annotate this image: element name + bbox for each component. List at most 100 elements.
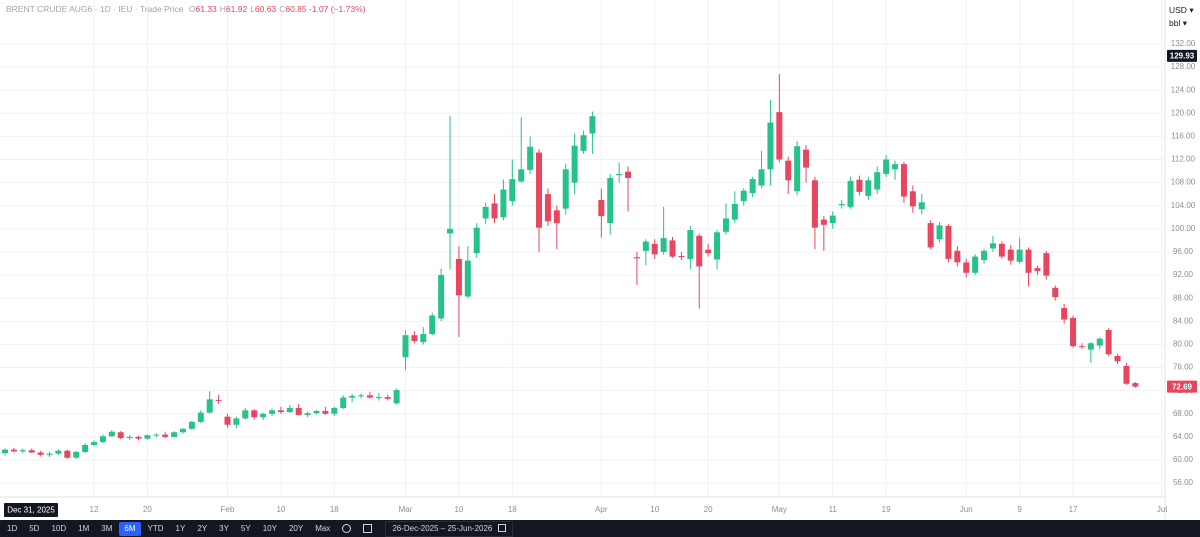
y-tick-label: 116.00 [1171,131,1195,140]
candle-body [607,177,614,224]
candle-body [696,235,703,267]
candle-body [820,219,827,225]
candle-body [64,450,71,458]
y-tick-label: 60.00 [1173,455,1194,464]
range-button[interactable]: 5Y [240,523,251,533]
candle-body [197,412,204,422]
ohlc: O61.33 H61.92 L60.63 C60.85 [186,4,307,14]
candle-body [678,256,685,258]
candle-body [447,228,454,234]
settings-button[interactable] [337,522,356,536]
exchange: IEU [118,4,133,14]
candle-body [892,164,899,170]
candle-body [19,450,26,452]
interval: 1D [99,4,111,14]
date-range-text: 26-Dec-2025 – 25-Jun-2026 [392,523,493,533]
x-tick-label: 12 [90,505,99,514]
ohlc-key: L [250,4,255,14]
range-button[interactable]: 10D [51,523,67,533]
candle-body [972,256,979,273]
candle-body [331,408,338,414]
candle-body [438,275,445,319]
candle-body [144,435,151,439]
candle-body [625,171,632,178]
y-tick-label: 64.00 [1173,432,1194,441]
symbol: BRENT CRUDE AUG6 [6,4,93,14]
candle-body [402,335,409,358]
compare-button[interactable] [358,522,377,536]
candle-body [571,145,578,183]
candle-body [126,436,133,439]
candle-body [803,149,810,168]
x-tick-label: 9 [1017,505,1022,514]
candle-body [989,243,996,249]
currency[interactable]: USD ▾ [1169,5,1194,15]
range-button[interactable]: 20Y [288,523,304,533]
candle-body [642,241,649,251]
candle-body [82,444,89,452]
y-tick-label: 56.00 [1173,478,1194,487]
ohlc-value: 61.92 [225,4,248,14]
candle-body [998,243,1005,257]
candle-body [1007,249,1014,261]
y-tick-label: 104.00 [1171,201,1196,210]
range-button[interactable]: 2Y [197,523,208,533]
candle-body [936,225,943,240]
range-button[interactable]: 1D [7,523,18,533]
range-button[interactable]: 3M [101,523,113,533]
range-button[interactable]: 1M [78,523,90,533]
range-button[interactable]: Max [315,523,331,533]
range-button[interactable]: 3Y [219,523,229,533]
unit[interactable]: bbl ▾ [1169,18,1187,28]
candle-body [767,122,774,170]
y-tick-label: 132.00 [1171,39,1196,48]
calendar-icon [498,524,507,533]
ohlc-key: O [188,4,196,14]
candle-body [633,257,640,259]
range-button[interactable]: 1Y [175,523,186,533]
candle-body [669,240,676,257]
candle-body [206,399,213,413]
candle-body [375,397,382,399]
icon [342,523,352,533]
candle-body [10,449,17,452]
candle-body [491,203,498,219]
y-tick-label: 80.00 [1173,340,1194,349]
candle-body [963,262,970,273]
range-button[interactable]: 10Y [262,523,277,533]
axes: 56.0060.0064.0068.0072.0076.0080.0084.00… [90,39,1197,514]
candle-body [464,260,471,297]
candle-body [544,194,551,222]
candle-body [455,258,462,296]
candle-body [171,432,178,437]
range-button[interactable]: 5D [29,523,40,533]
candle-body [562,169,569,209]
candle-body [286,408,293,413]
candle-body [1078,346,1085,348]
candle-body [927,223,934,248]
currency-text: USD [1169,5,1187,15]
x-tick-label: 11 [829,505,838,514]
candle-body [482,206,489,219]
range-button[interactable]: YTD [147,523,164,533]
y-tick-label: 96.00 [1173,247,1194,256]
candle-body [740,190,747,202]
candles [2,73,1139,459]
date-range[interactable]: 26-Dec-2025 – 25-Jun-2026 [385,520,514,537]
ohlc-key: H [219,4,226,14]
candle-body [536,152,543,228]
candle-body [233,418,240,425]
candle-body [135,436,142,439]
candle-body [856,179,863,192]
candle-body [785,160,792,181]
range-button[interactable]: 6M [119,521,141,536]
candle-body [366,395,373,398]
icon [363,523,373,533]
price-label-box [1167,49,1197,62]
candle-body [616,173,623,176]
candle-body [37,452,44,455]
candle-body [874,172,881,190]
candle-body [108,431,115,437]
price-label-box [1167,380,1197,393]
y-tick-label: 120.00 [1171,108,1196,117]
